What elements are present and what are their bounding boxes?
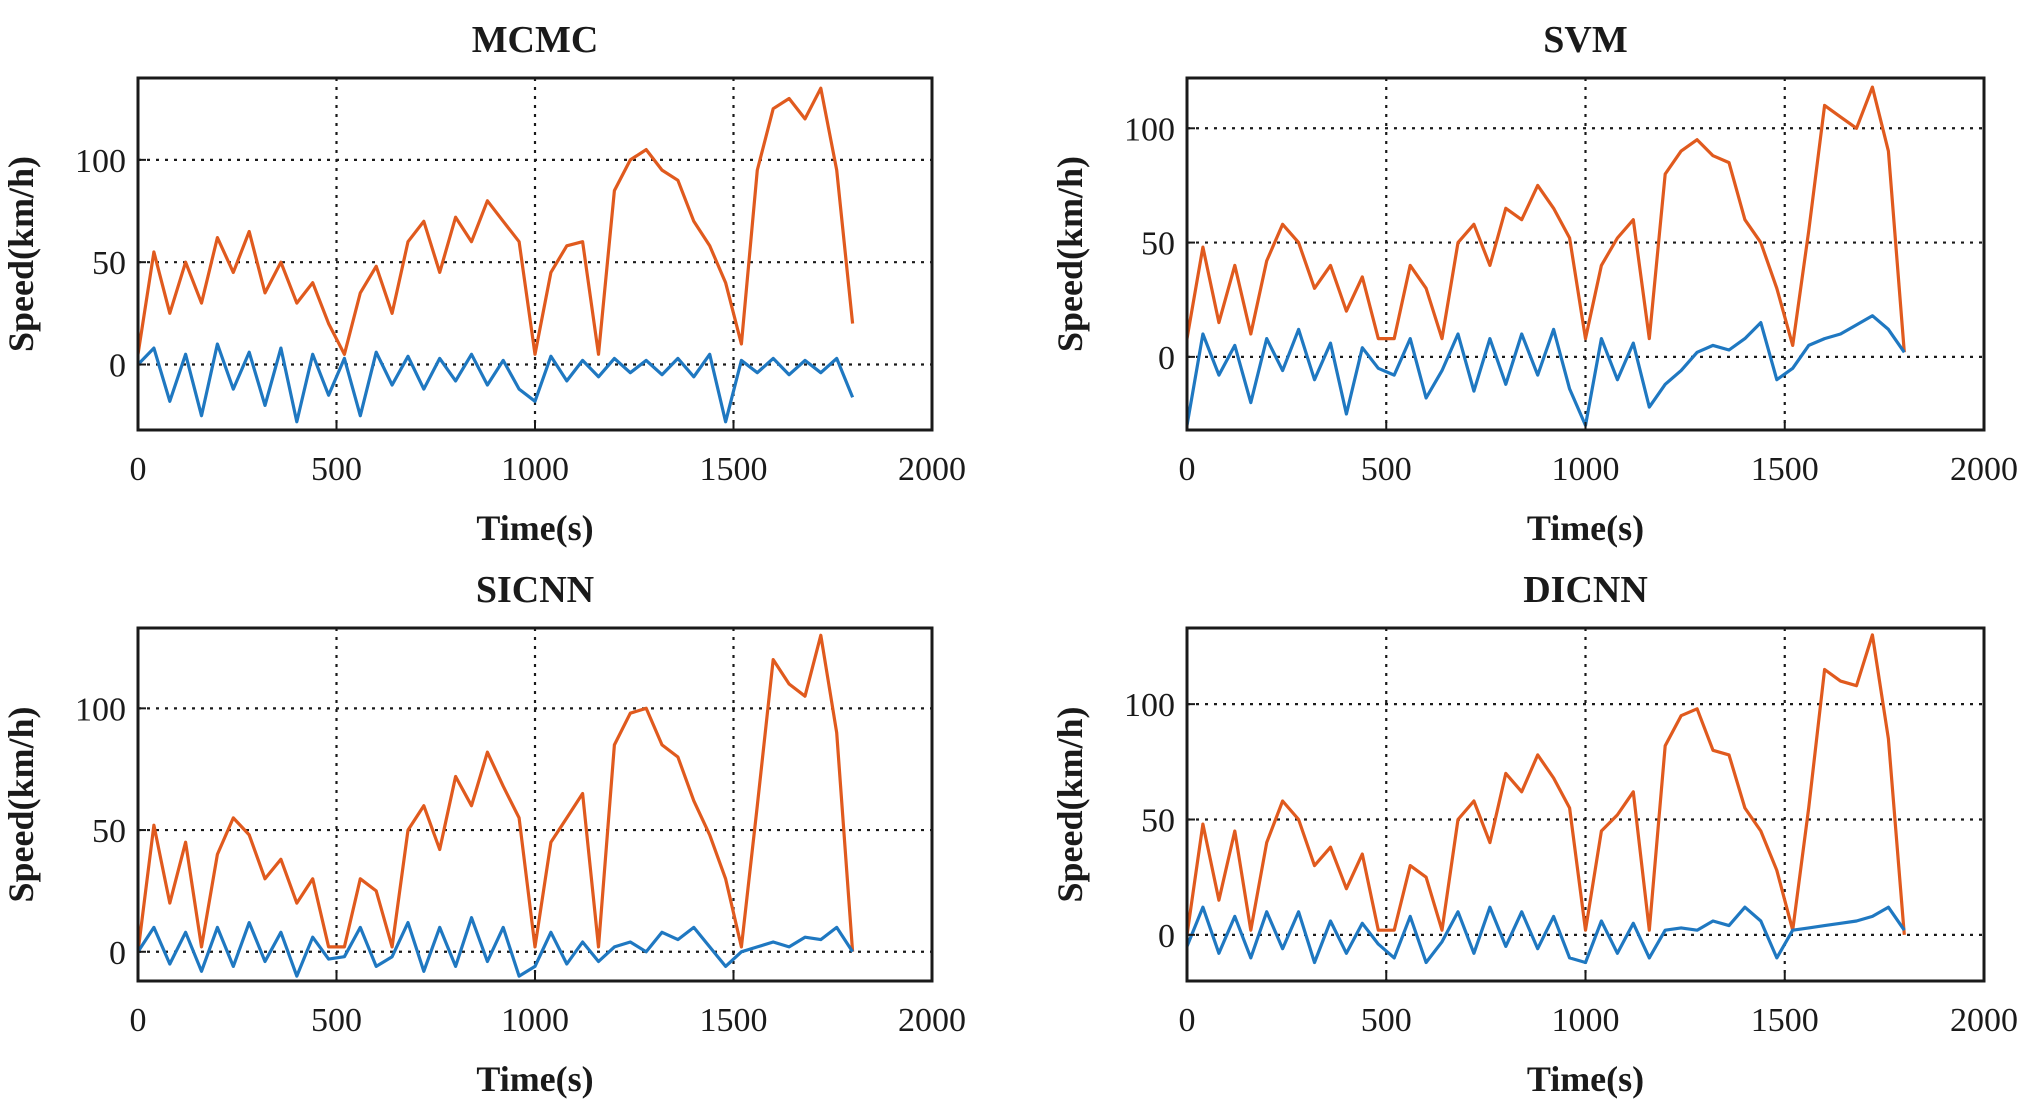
x-tick-label: 1000 [501, 451, 569, 488]
y-tick-label: 50 [92, 245, 126, 282]
x-tick-label: 1000 [1552, 451, 1620, 488]
series-line-speed [138, 86, 855, 356]
x-tick-label: 0 [130, 451, 147, 488]
series-line-speed [1187, 85, 1906, 353]
x-tick-label: 2000 [1950, 1002, 2018, 1039]
x-tick-label: 1500 [1751, 1002, 1819, 1039]
series-line-error [138, 342, 855, 424]
x-tick-label: 2000 [1950, 451, 2018, 488]
chart-panel-dicnn: 0 500 1000 1500 2000 0 50 100 DICNN Time(s) Speed(… [1050, 569, 2018, 1099]
chart-panel-svm: 0 500 1000 1500 2000 0 50 100 SVM Time(s) Speed(km… [1050, 19, 2018, 548]
y-axis-label: Speed(km/h) [1050, 706, 1090, 902]
x-axis-label: Time(s) [476, 1059, 593, 1099]
x-axis-label: Time(s) [1527, 508, 1644, 548]
y-tick-label: 50 [1141, 802, 1175, 839]
y-tick-label: 0 [1158, 918, 1175, 955]
series-line-speed [138, 633, 855, 952]
chart-panel-sicnn: 0 500 1000 1500 2000 0 50 100 SICNN Time(s) Speed(… [1, 569, 966, 1099]
y-tick-label: 0 [109, 935, 126, 972]
series-line-speed [1187, 633, 1906, 936]
y-tick-label: 100 [1124, 111, 1175, 148]
y-tick-label: 0 [1158, 340, 1175, 377]
x-tick-label: 0 [1179, 1002, 1196, 1039]
series-line-error [1187, 314, 1906, 427]
x-tick-label: 500 [311, 1002, 362, 1039]
x-tick-label: 1000 [501, 1002, 569, 1039]
x-axis-label: Time(s) [476, 508, 593, 548]
y-tick-label: 100 [75, 143, 126, 180]
y-tick-label: 100 [75, 691, 126, 728]
y-tick-label: 50 [1141, 226, 1175, 263]
chart-title: DICNN [1523, 569, 1648, 611]
x-tick-label: 500 [1361, 1002, 1412, 1039]
series-line-error [138, 916, 854, 978]
chart-title: MCMC [472, 19, 599, 61]
x-tick-label: 2000 [898, 451, 966, 488]
chart-title: SVM [1543, 19, 1627, 61]
y-axis-label: Speed(km/h) [1050, 156, 1090, 352]
x-tick-label: 2000 [898, 1002, 966, 1039]
x-tick-label: 500 [1361, 451, 1412, 488]
y-tick-label: 50 [92, 813, 126, 850]
x-tick-label: 0 [1179, 451, 1196, 488]
x-tick-label: 500 [311, 451, 362, 488]
x-axis-label: Time(s) [1527, 1059, 1644, 1099]
chart-panel-mcmc: 0 500 1000 1500 2000 0 50 100 MCMC Time(s) Speed(k… [1, 19, 966, 548]
x-tick-label: 1500 [700, 451, 768, 488]
y-axis-label: Speed(km/h) [1, 156, 41, 352]
x-tick-label: 1000 [1552, 1002, 1620, 1039]
x-tick-label: 0 [130, 1002, 147, 1039]
y-axis-label: Speed(km/h) [1, 706, 41, 902]
x-tick-label: 1500 [1751, 451, 1819, 488]
y-tick-label: 0 [109, 348, 126, 385]
x-tick-label: 1500 [700, 1002, 768, 1039]
y-tick-label: 100 [1124, 687, 1175, 724]
chart-title: SICNN [476, 569, 594, 611]
series-line-error [1187, 905, 1906, 965]
